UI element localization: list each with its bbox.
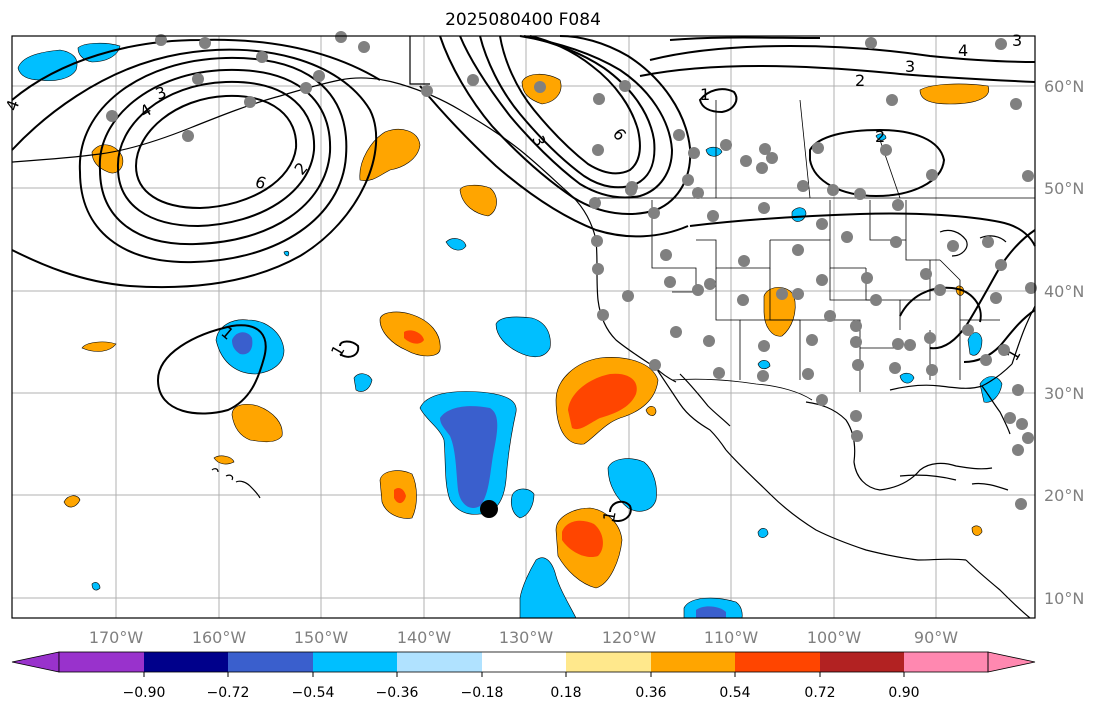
colorbar-segment [313,652,397,672]
colorbar-tick-label: −0.36 [376,685,419,701]
colorbar-ticks [143,672,905,677]
lon-label: 150°W [294,628,349,647]
lat-label: 40°N [1044,282,1084,301]
lon-label: 160°W [192,628,247,647]
lon-label: 170°W [89,628,144,647]
colorbar-tick-label: −0.54 [292,685,335,701]
lon-label: 90°W [914,628,958,647]
colorbar-segment [397,652,482,672]
map-frame [11,35,1036,619]
colorbar-tick-label: 0.18 [550,685,581,701]
contour-label: 2 [855,71,865,90]
anomaly-fill-mid-blue [232,332,726,618]
lat-label: 60°N [1044,77,1084,96]
contour-label: 4 [958,41,968,60]
contour-label: 3 [1012,31,1022,50]
colorbar-segment [144,652,228,672]
colorbar-segment [228,652,313,672]
lat-label: 30°N [1044,384,1084,403]
storm-center-marker [480,500,498,518]
colorbar-tick-label: 0.36 [635,685,666,701]
lat-label: 50°N [1044,179,1084,198]
colorbar-segment [651,652,735,672]
latitude-labels: 60°N 50°N 40°N 30°N 20°N 10°N [1044,77,1084,608]
colorbar-segment [820,652,904,672]
colorbar-tick-label: −0.90 [123,685,166,701]
anomaly-fill-red [394,330,637,558]
colorbar-segment [566,652,651,672]
lon-label: 140°W [397,628,452,647]
lon-label: 120°W [602,628,657,647]
colorbar: −0.90 −0.72 −0.54 −0.36 −0.18 0.18 0.36 … [11,651,1036,701]
contour-label: 2 [875,127,885,146]
colorbar-tick-label: 0.54 [719,685,750,701]
colorbar-tick-label: −0.72 [207,685,250,701]
colorbar-tick-label: 0.72 [804,685,835,701]
contour-label: 3 [905,57,915,76]
coastlines [11,36,1036,619]
colorbar-high-extension [987,651,1036,673]
colorbar-segment [482,652,566,672]
colorbar-segment [904,652,988,672]
colorbar-tick-label: 0.90 [888,685,919,701]
contour-label: 1 [700,85,710,104]
lat-label: 20°N [1044,486,1084,505]
colorbar-tick-label: −0.18 [461,685,504,701]
map-title: 2025080400 F084 [445,10,601,30]
contour-label: 1 [599,509,619,522]
lat-label: 10°N [1044,589,1084,608]
colorbar-frame [58,651,989,673]
lon-label: 110°W [704,628,759,647]
colorbar-segment [735,652,820,672]
lon-label: 130°W [499,628,554,647]
station-dots [106,31,1037,510]
colorbar-low-extension [11,651,60,673]
lon-label: 100°W [807,628,862,647]
longitude-labels: 170°W 160°W 150°W 140°W 130°W 120°W 110°… [89,628,958,647]
colorbar-segment [59,652,144,672]
